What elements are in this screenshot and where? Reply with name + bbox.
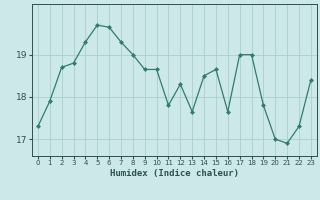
X-axis label: Humidex (Indice chaleur): Humidex (Indice chaleur) [110,169,239,178]
